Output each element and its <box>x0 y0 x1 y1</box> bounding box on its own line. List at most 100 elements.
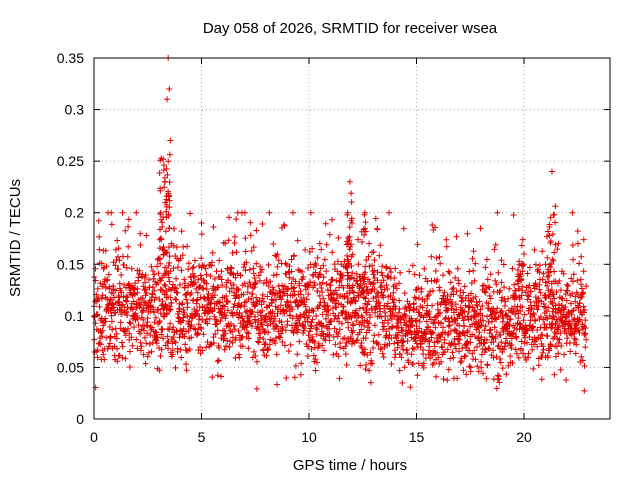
data-point <box>516 258 523 265</box>
data-point <box>428 329 435 336</box>
data-point <box>388 335 395 342</box>
data-point <box>360 304 367 311</box>
data-point <box>414 372 421 379</box>
data-point <box>416 318 423 325</box>
data-point <box>449 349 456 356</box>
data-point <box>199 262 206 269</box>
data-point <box>297 313 304 320</box>
data-point <box>537 289 544 296</box>
data-point <box>353 317 360 324</box>
chart-title: Day 058 of 2026, SRMTID for receiver wse… <box>203 20 498 37</box>
data-point <box>420 350 427 357</box>
data-point <box>257 330 264 337</box>
data-point <box>531 302 538 309</box>
data-point <box>580 303 587 310</box>
data-point <box>128 265 135 272</box>
data-point <box>164 325 171 332</box>
data-point <box>252 302 259 309</box>
data-point <box>150 275 157 282</box>
data-point <box>284 318 291 325</box>
data-point <box>484 276 491 283</box>
data-point <box>424 302 431 309</box>
data-point <box>177 346 184 353</box>
data-point <box>152 294 159 301</box>
data-point <box>168 299 175 306</box>
data-point <box>556 277 563 284</box>
data-point <box>249 285 256 292</box>
data-point <box>105 343 112 350</box>
data-point <box>562 291 569 298</box>
data-point <box>185 327 192 334</box>
data-point <box>293 297 300 304</box>
data-point <box>426 343 433 350</box>
data-point <box>358 239 365 246</box>
data-point <box>368 357 375 364</box>
data-point <box>115 298 122 305</box>
data-point <box>159 223 166 230</box>
data-point <box>353 337 360 344</box>
data-point <box>176 305 183 312</box>
data-point <box>388 313 395 320</box>
data-point <box>391 340 398 347</box>
data-point <box>277 334 284 341</box>
data-point <box>468 290 475 297</box>
data-point <box>292 278 299 285</box>
data-point <box>461 332 468 339</box>
data-point <box>485 300 492 307</box>
data-point <box>106 340 113 347</box>
data-point <box>386 265 393 272</box>
data-point <box>546 347 553 354</box>
data-point <box>176 318 183 325</box>
data-point <box>330 351 337 358</box>
data-point <box>518 338 525 345</box>
data-point <box>186 318 193 325</box>
data-point <box>330 296 337 303</box>
data-point <box>225 277 232 284</box>
data-point <box>344 295 351 302</box>
data-point <box>298 268 305 275</box>
data-point <box>94 297 101 304</box>
data-point <box>445 306 452 313</box>
data-point <box>203 271 210 278</box>
data-point <box>291 284 298 291</box>
data-point <box>517 308 524 315</box>
data-point <box>445 315 452 322</box>
data-point <box>268 315 275 322</box>
data-point <box>453 288 460 295</box>
data-point <box>272 340 279 347</box>
data-point <box>497 331 504 338</box>
data-point <box>144 353 151 360</box>
data-point <box>555 350 562 357</box>
data-point <box>464 338 471 345</box>
data-point <box>230 281 237 288</box>
data-point <box>103 263 110 270</box>
data-point <box>396 351 403 358</box>
data-point <box>546 223 553 230</box>
data-point <box>564 287 571 294</box>
data-point <box>323 241 330 248</box>
data-point <box>126 330 133 337</box>
data-point <box>326 337 333 344</box>
data-point <box>503 371 510 378</box>
data-point <box>583 283 590 290</box>
data-point <box>252 352 259 359</box>
data-point <box>444 377 451 384</box>
data-point <box>462 352 469 359</box>
data-point <box>535 362 542 369</box>
data-point <box>519 304 526 311</box>
data-point <box>377 308 384 315</box>
data-point <box>572 298 579 305</box>
data-point <box>397 269 404 276</box>
data-point <box>472 308 479 315</box>
data-point <box>563 314 570 321</box>
data-point <box>323 280 330 287</box>
data-point <box>215 284 222 291</box>
data-point <box>366 327 373 334</box>
data-point <box>193 300 200 307</box>
data-point <box>248 320 255 327</box>
data-point <box>430 329 437 336</box>
data-point <box>387 292 394 299</box>
data-point <box>241 299 248 306</box>
data-point <box>466 268 473 275</box>
data-point <box>325 307 332 314</box>
